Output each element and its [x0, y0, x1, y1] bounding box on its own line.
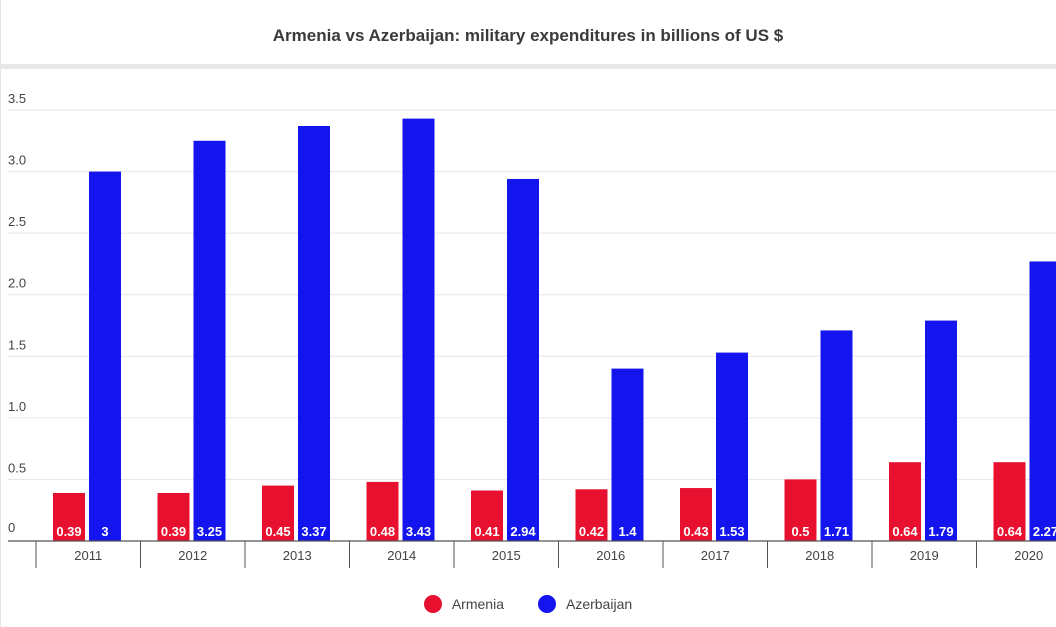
- data-label-azerbaijan: 1.4: [618, 524, 637, 539]
- bar-azerbaijan: [298, 126, 330, 541]
- data-label-armenia: 0.39: [56, 524, 81, 539]
- bar-armenia: [889, 462, 921, 541]
- bar-azerbaijan: [820, 330, 853, 541]
- chart-title: Armenia vs Azerbaijan: military expendit…: [272, 26, 784, 45]
- x-tick-label: 2020: [1014, 548, 1043, 563]
- legend-swatch-armenia: [423, 595, 442, 613]
- legend-label-armenia: Armenia: [451, 596, 504, 612]
- y-tick-label: 3.0: [8, 153, 26, 168]
- y-tick-label: 2.5: [8, 214, 26, 229]
- data-label-armenia: 0.64: [997, 524, 1023, 539]
- bar-azerbaijan: [716, 352, 748, 541]
- x-tick-label: 2014: [387, 548, 416, 563]
- data-label-azerbaijan: 2.94: [510, 524, 536, 539]
- bar-azerbaijan: [507, 178, 539, 541]
- bar-armenia: [993, 462, 1026, 541]
- data-label-armenia: 0.41: [474, 524, 499, 539]
- bar-azerbaijan: [925, 320, 957, 541]
- data-label-azerbaijan: 3: [101, 524, 108, 539]
- bar-armenia: [53, 492, 85, 541]
- bar-azerbaijan: [611, 368, 644, 541]
- y-tick-label: 2.0: [8, 276, 26, 291]
- x-tick-label: 2015: [492, 548, 521, 563]
- bar-armenia: [680, 488, 712, 541]
- data-label-armenia: 0.64: [892, 524, 918, 539]
- x-tick-label: 2012: [178, 548, 207, 563]
- x-tick-label: 2018: [805, 548, 834, 563]
- data-label-azerbaijan: 3.43: [406, 524, 431, 539]
- bar-armenia: [262, 485, 294, 541]
- data-label-armenia: 0.42: [579, 524, 604, 539]
- x-tick-label: 2013: [283, 548, 312, 563]
- legend-item-azerbaijan[interactable]: Azerbaijan: [537, 595, 633, 613]
- bar-armenia: [157, 492, 190, 541]
- title-bar: Armenia vs Azerbaijan: military expendit…: [0, 0, 1056, 69]
- data-label-azerbaijan: 2.27: [1033, 524, 1056, 539]
- bar-azerbaijan: [402, 118, 435, 542]
- y-tick-label: 0: [8, 520, 15, 535]
- data-label-armenia: 0.48: [370, 524, 395, 539]
- x-tick-label: 2019: [910, 548, 939, 563]
- legend-item-armenia[interactable]: Armenia: [423, 595, 504, 613]
- y-tick-label: 1.0: [8, 399, 26, 414]
- y-tick-label: 3.5: [8, 91, 26, 106]
- data-label-azerbaijan: 1.53: [719, 524, 744, 539]
- bar-armenia: [366, 481, 399, 541]
- legend-label-azerbaijan: Azerbaijan: [565, 596, 633, 612]
- y-tick-label: 1.5: [8, 337, 26, 352]
- bar-azerbaijan: [1029, 261, 1056, 541]
- data-label-armenia: 0.45: [265, 524, 290, 539]
- x-tick-label: 2017: [701, 548, 730, 563]
- x-tick-label: 2016: [596, 548, 625, 563]
- bar-azerbaijan: [89, 171, 121, 542]
- bar-armenia: [471, 490, 503, 541]
- bar-azerbaijan: [193, 140, 226, 542]
- bar-armenia: [575, 489, 608, 541]
- y-tick-label: 0.5: [8, 460, 26, 475]
- x-tick-label: 2011: [74, 548, 102, 563]
- data-label-azerbaijan: 1.79: [928, 524, 953, 539]
- bar-chart: 0 0.5 1.0 1.5 2.0 2.5 3.0 3.5 0.39 3 0.39 3.25 0.45 3…: [8, 91, 1056, 568]
- data-label-armenia: 0.5: [791, 524, 809, 539]
- data-label-armenia: 0.39: [161, 524, 186, 539]
- data-label-azerbaijan: 3.25: [197, 524, 222, 539]
- data-label-azerbaijan: 1.71: [824, 524, 849, 539]
- bar-armenia: [784, 479, 817, 541]
- data-label-armenia: 0.43: [683, 524, 708, 539]
- legend-swatch-azerbaijan: [537, 595, 556, 613]
- data-label-azerbaijan: 3.37: [301, 524, 326, 539]
- legend: Armenia Azerbaijan: [0, 592, 1056, 616]
